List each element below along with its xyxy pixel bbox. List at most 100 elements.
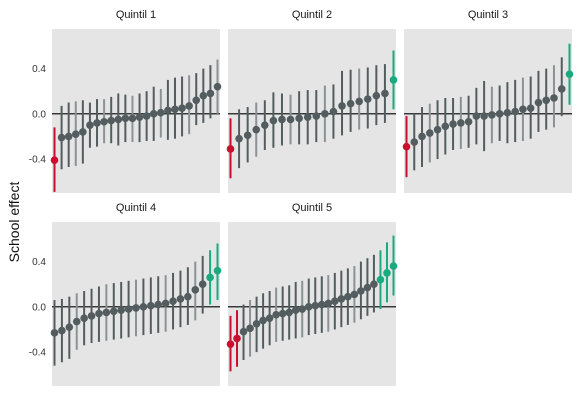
estimate-point xyxy=(291,306,300,315)
estimate-point xyxy=(346,99,355,108)
estimate-point xyxy=(312,112,321,120)
estimate-point xyxy=(58,326,66,335)
estimate-point xyxy=(226,145,235,153)
estimate-point xyxy=(142,112,151,120)
estimate-point xyxy=(64,132,73,141)
estimate-point xyxy=(370,280,378,289)
estimate-point xyxy=(246,324,254,333)
estimate-point xyxy=(389,76,398,84)
estimate-point xyxy=(272,310,280,319)
estimate-point xyxy=(324,299,333,308)
estimate-point xyxy=(418,132,426,141)
estimate-point xyxy=(464,117,473,126)
estimate-point xyxy=(79,128,87,136)
facet-panel-2: Quintil 2 xyxy=(226,9,398,193)
estimate-point xyxy=(261,121,269,129)
facet-panel-5: Quintil 5 xyxy=(226,202,398,386)
estimate-point xyxy=(149,110,158,118)
estimate-point xyxy=(121,114,130,123)
estimate-point xyxy=(495,110,504,118)
estimate-point xyxy=(363,283,372,292)
estimate-point xyxy=(184,292,192,301)
estimate-point xyxy=(557,85,566,93)
y-tick-label: 0.4 xyxy=(32,257,46,268)
estimate-point xyxy=(304,303,313,311)
estimate-point xyxy=(457,119,465,127)
estimate-point xyxy=(488,111,496,119)
estimate-point xyxy=(65,323,74,331)
estimate-point xyxy=(102,308,111,317)
estimate-point xyxy=(95,309,103,318)
estimate-point xyxy=(402,142,411,151)
estimate-point xyxy=(171,105,179,114)
estimate-point xyxy=(355,97,363,106)
estimate-point xyxy=(213,82,222,91)
facet-panels: Quintil 1 Quintil 2 Quintil 3 Quintil 4 Quin… xyxy=(50,9,574,386)
estimate-point xyxy=(139,303,148,311)
estimate-point xyxy=(154,300,163,309)
estimate-point xyxy=(50,329,59,337)
y-tick-label: -0.4 xyxy=(29,348,47,359)
estimate-point xyxy=(157,108,165,117)
estimate-point xyxy=(252,125,261,134)
estimate-point xyxy=(503,108,512,117)
estimate-point xyxy=(191,286,200,294)
y-tick-label: 0.0 xyxy=(32,302,46,313)
estimate-point xyxy=(243,131,252,140)
estimate-point xyxy=(449,120,457,128)
estimate-point xyxy=(303,113,312,122)
estimate-point xyxy=(185,102,193,110)
estimate-point xyxy=(114,115,123,124)
estimate-point xyxy=(80,314,88,322)
estimate-point xyxy=(50,156,59,164)
estimate-point xyxy=(71,130,80,138)
estimate-point xyxy=(329,107,338,116)
y-axis: 0.4 0.0 -0.4 0.4 0.0 -0.4 xyxy=(29,64,47,358)
estimate-point xyxy=(72,317,81,326)
estimate-point xyxy=(178,104,186,112)
estimate-point xyxy=(441,122,450,131)
estimate-point xyxy=(511,107,519,116)
estimate-point xyxy=(213,266,222,275)
panel-background xyxy=(52,29,220,193)
estimate-point xyxy=(433,125,442,134)
estimate-point xyxy=(124,305,133,313)
facet-strip-label: Quintil 4 xyxy=(116,202,156,214)
estimate-point xyxy=(176,295,185,303)
estimate-point xyxy=(542,96,551,105)
y-tick-label: 0.4 xyxy=(32,64,46,75)
estimate-point xyxy=(235,134,243,143)
estimate-point xyxy=(383,269,391,277)
estimate-point xyxy=(480,112,488,120)
facet-panel-4: Quintil 4 xyxy=(50,202,222,386)
estimate-point xyxy=(317,300,326,309)
estimate-point xyxy=(226,340,235,348)
panel-background xyxy=(228,29,396,193)
estimate-point xyxy=(534,98,543,107)
estimate-point xyxy=(410,138,419,146)
panel-background xyxy=(404,29,572,193)
estimate-point xyxy=(338,102,346,110)
estimate-point xyxy=(550,94,558,102)
estimate-point xyxy=(286,115,295,124)
estimate-point xyxy=(337,295,346,303)
estimate-point xyxy=(363,95,372,103)
estimate-point xyxy=(265,314,274,322)
estimate-point xyxy=(87,312,96,320)
estimate-point xyxy=(100,117,108,126)
facet-strip-label: Quintil 1 xyxy=(116,9,156,21)
estimate-point xyxy=(472,112,481,120)
estimate-point xyxy=(298,305,307,313)
estimate-point xyxy=(519,105,527,114)
estimate-point xyxy=(259,316,267,325)
estimate-point xyxy=(57,133,66,142)
estimate-point xyxy=(86,121,94,129)
estimate-point xyxy=(357,287,365,295)
estimate-point xyxy=(376,275,385,284)
estimate-point xyxy=(117,306,125,315)
estimate-point xyxy=(295,114,303,123)
estimate-point xyxy=(147,301,155,310)
facet-panel-3: Quintil 3 xyxy=(402,9,574,193)
estimate-point xyxy=(425,129,434,137)
